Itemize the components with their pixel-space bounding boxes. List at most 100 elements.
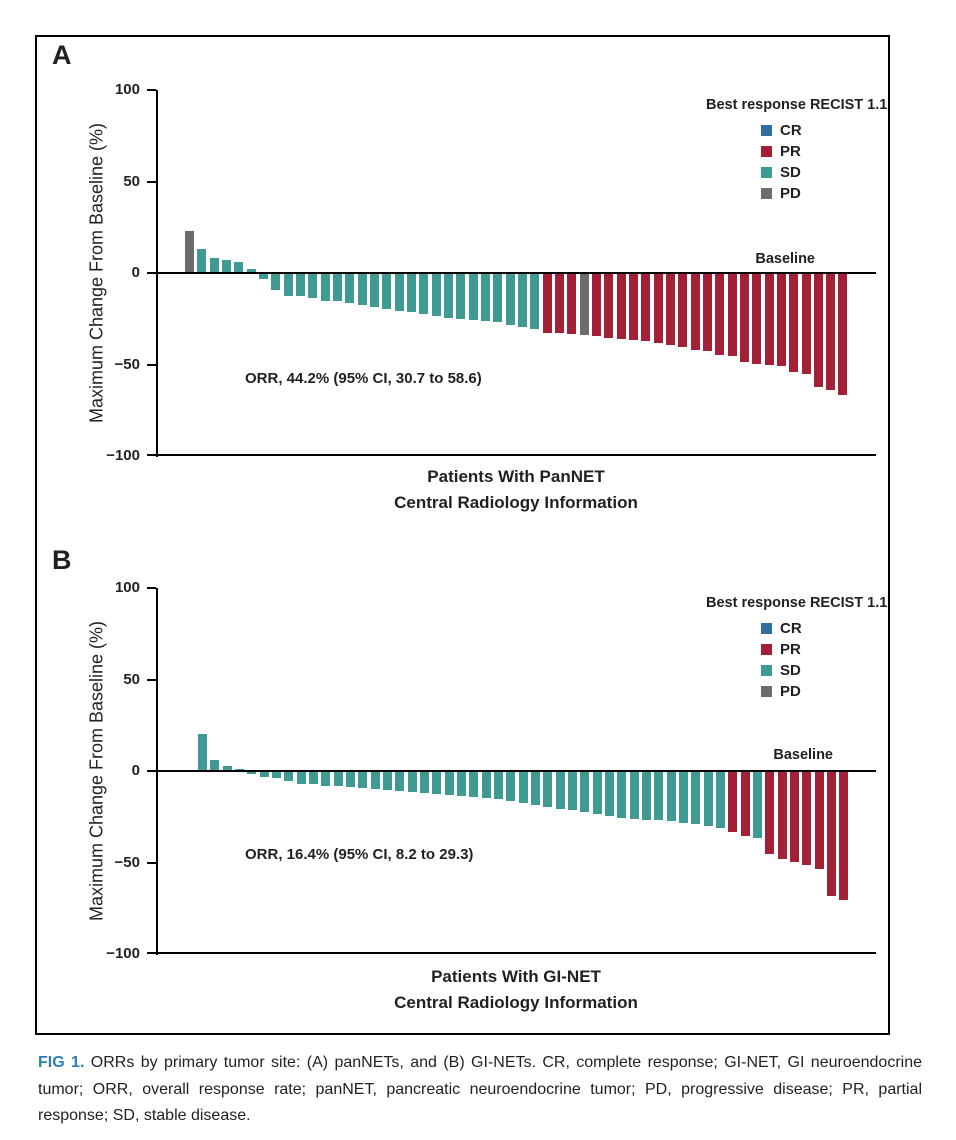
bar-pr [728,772,738,833]
bar-sd [221,260,231,273]
bar-sd [394,274,404,311]
bar-sd [345,274,355,304]
y-tick-mark [147,89,156,91]
legend-item-pr: PR [761,639,886,660]
bar-pr [765,772,775,855]
y-tick-label: 0 [131,264,140,281]
bar-sd [443,274,453,318]
bar-pr [690,274,700,350]
bar-pr [777,772,787,859]
y-tick-mark [147,272,156,274]
bar-pr [702,274,712,351]
bar-pr [776,274,786,366]
figure-caption-label: FIG 1. [38,1054,85,1071]
bar-sd [752,772,762,838]
bar-sd [543,772,553,807]
panel-b-baseline-label: Baseline [773,747,833,763]
y-tick-mark [147,454,156,456]
y-tick-label: 100 [114,81,140,98]
y-tick-label: −50 [114,355,140,373]
y-tick-mark [147,770,156,772]
bar-sd [197,249,207,273]
bar-pr [542,274,552,333]
bar-pr [554,274,564,334]
y-tick-label: −100 [106,447,140,464]
bar-sd [382,772,392,791]
bar-sd [703,772,713,826]
y-tick-label: 0 [131,762,140,779]
bar-sd [456,772,466,796]
bar-pr [814,772,824,869]
bar-sd [382,274,392,309]
bar-sd [530,772,540,805]
y-tick-mark [147,952,156,954]
bar-sd [592,772,602,815]
bar-sd [493,772,503,800]
panel-a-x-axis-label: Patients With PanNET Central Radiology I… [156,464,876,516]
panel-b-legend: Best response RECIST 1.1 CR PR SD PD [706,595,888,702]
panel-a-baseline-label: Baseline [755,251,815,267]
y-tick-label: −100 [106,945,140,962]
panel-b-plot-area: 100 50 0 −50 −100 Baseline ORR, 16.4% (9… [106,579,876,962]
bar-pr [813,274,823,388]
y-tick-mark [147,861,156,864]
bar-sd [369,274,379,307]
sd-swatch-icon [761,167,772,178]
figure-border [35,35,890,1035]
legend-item-cr: CR [761,618,886,639]
bar-sd [617,772,627,818]
bar-sd [530,274,540,329]
panel-a-plot-area: 100 50 0 −50 −100 Baseline ORR, 44.2% (9… [106,81,876,464]
bar-pr [826,772,836,896]
bar-sd [370,772,380,790]
bar-sd [395,772,405,792]
bar-sd [295,274,305,296]
bar-sd [555,772,565,809]
legend-title: Best response RECIST 1.1 [706,595,888,611]
bar-sd [678,772,688,824]
sd-swatch-icon [761,665,772,676]
bar-pd [579,274,589,336]
bar-pd [185,230,194,273]
bar-sd [247,772,257,774]
bar-pr [838,274,848,395]
bar-sd [209,258,219,273]
y-tick-label: 50 [123,172,140,190]
legend-label: PR [780,143,801,160]
legend-label: CR [780,122,802,139]
bar-sd [444,772,454,795]
bar-sd [321,772,331,786]
legend-label: SD [780,164,801,181]
cr-swatch-icon [761,125,772,136]
bar-pr [727,274,737,357]
legend-item-pd: PD [761,681,886,702]
panel-a-x-axis-line [156,454,876,456]
panel-b-bars-container [156,588,876,955]
y-tick-mark [147,678,156,681]
bar-sd [419,274,429,315]
legend-label: CR [780,620,802,637]
bar-sd [567,772,577,811]
bar-pr [789,772,799,862]
panel-a-letter: A [52,40,72,70]
bar-sd [308,772,318,784]
bar-sd [308,274,318,298]
bar-pr [752,274,762,364]
bar-sd [518,772,528,804]
x-axis-label-line2: Central Radiology Information [394,493,638,512]
bar-sd [469,772,479,797]
bar-sd [493,274,503,322]
x-axis-label-line1: Patients With PanNET [427,467,605,486]
bar-sd [666,772,676,822]
y-tick-mark [147,180,156,183]
bar-pr [641,274,651,341]
bar-sd [604,772,614,816]
legend-title: Best response RECIST 1.1 [706,97,888,113]
bar-sd [234,262,244,273]
y-tick-label: 100 [114,579,140,596]
panel-b-x-axis-label: Patients With GI-NET Central Radiology I… [156,964,876,1016]
bar-sd [332,274,342,302]
bar-pr [567,274,577,335]
bar-sd [505,274,515,326]
bar-sd [641,772,651,820]
